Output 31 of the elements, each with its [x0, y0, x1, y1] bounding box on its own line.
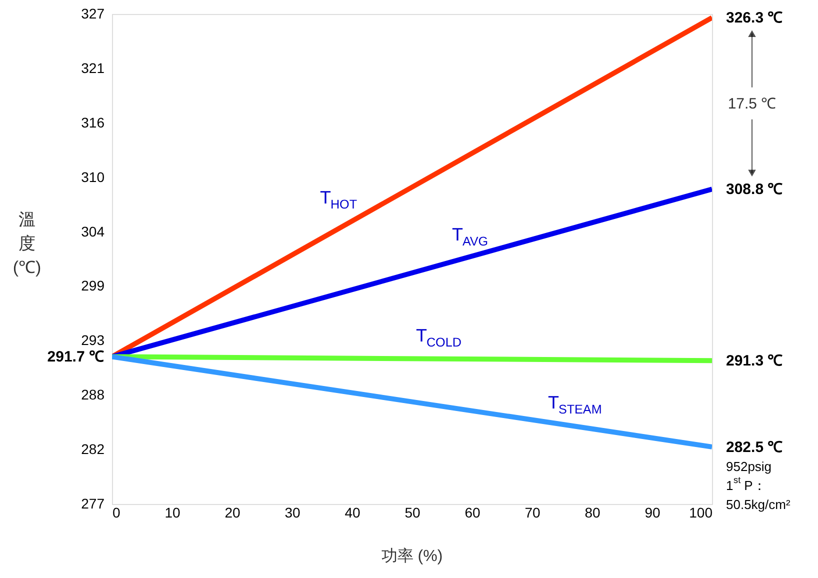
y-tick-label: 304 — [81, 223, 105, 240]
x-tick-label: 30 — [284, 504, 300, 520]
y-tick-label: 277 — [81, 496, 105, 512]
y-axis-title: 溫度 (℃) — [12, 210, 42, 277]
x-tick-label: 40 — [344, 504, 360, 520]
y-tick-label: 293 — [81, 332, 105, 348]
y-tick-label: 310 — [81, 168, 105, 185]
text: 50.5kg/cm² — [726, 496, 791, 512]
data-label: 282.5 ℃ — [726, 438, 783, 456]
x-tick-label: 10 — [164, 504, 180, 520]
x-tick-label: 20 — [224, 504, 240, 520]
y-tick-label: 288 — [81, 386, 105, 403]
x-tick-label: 60 — [464, 504, 480, 520]
text: 952psig — [726, 458, 772, 474]
data-label: 308.8 ℃ — [726, 181, 783, 198]
y-tick-label: 299 — [81, 278, 105, 294]
text: 17.5 ℃ — [728, 95, 776, 112]
x-tick-label: 90 — [644, 504, 660, 520]
x-axis-title: 功率 (%) — [381, 547, 443, 565]
x-tick-label: 100 — [689, 504, 713, 520]
data-label: 291.3 ℃ — [726, 352, 783, 370]
x-tick-label: 0 — [112, 504, 120, 520]
x-tick-label: 50 — [404, 504, 420, 520]
y-tick-label: 321 — [81, 60, 105, 76]
y-tick-label: 282 — [81, 441, 105, 458]
x-tick-label: 70 — [524, 504, 540, 520]
data-label: 291.7 ℃ — [47, 348, 104, 366]
y-tick-label: 327 — [81, 6, 105, 22]
data-label: 326.3 ℃ — [726, 10, 783, 27]
y-tick-label: 316 — [81, 114, 105, 130]
x-tick-label: 80 — [584, 504, 600, 520]
